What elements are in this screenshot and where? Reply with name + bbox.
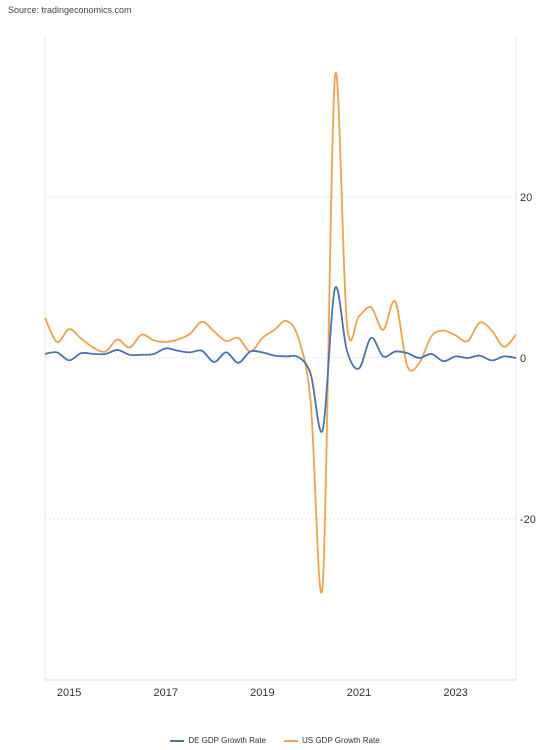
x-axis-ticks: 2015 2017 2019 2021 2023 xyxy=(57,687,468,699)
x-tick-label: 2021 xyxy=(347,687,371,699)
legend-label: DE GDP Growth Rate xyxy=(188,736,266,745)
grid-lines xyxy=(45,196,516,520)
legend-swatch xyxy=(284,739,298,742)
series-line-us-gdp-growth-rate xyxy=(44,72,517,594)
series-line-de-gdp-growth-rate xyxy=(44,286,517,433)
y-tick-label: -20 xyxy=(520,514,536,526)
source-text: Source: tradingeconomics.com xyxy=(8,5,132,15)
legend: DE GDP Growth Rate US GDP Growth Rate xyxy=(0,736,550,745)
series-lines xyxy=(44,72,517,594)
x-tick-label: 2017 xyxy=(154,687,178,699)
legend-item[interactable]: DE GDP Growth Rate xyxy=(170,736,266,745)
legend-swatch xyxy=(170,739,185,742)
x-tick-label: 2019 xyxy=(250,687,274,699)
x-tick-label: 2023 xyxy=(443,687,467,699)
y-tick-label: 20 xyxy=(520,192,532,204)
legend-item[interactable]: US GDP Growth Rate xyxy=(284,736,380,745)
y-tick-label: 0 xyxy=(520,353,526,365)
x-tick-label: 2015 xyxy=(57,687,81,699)
y-axis-ticks: 20 0 -20 xyxy=(520,192,536,526)
legend-label: US GDP Growth Rate xyxy=(302,736,380,745)
